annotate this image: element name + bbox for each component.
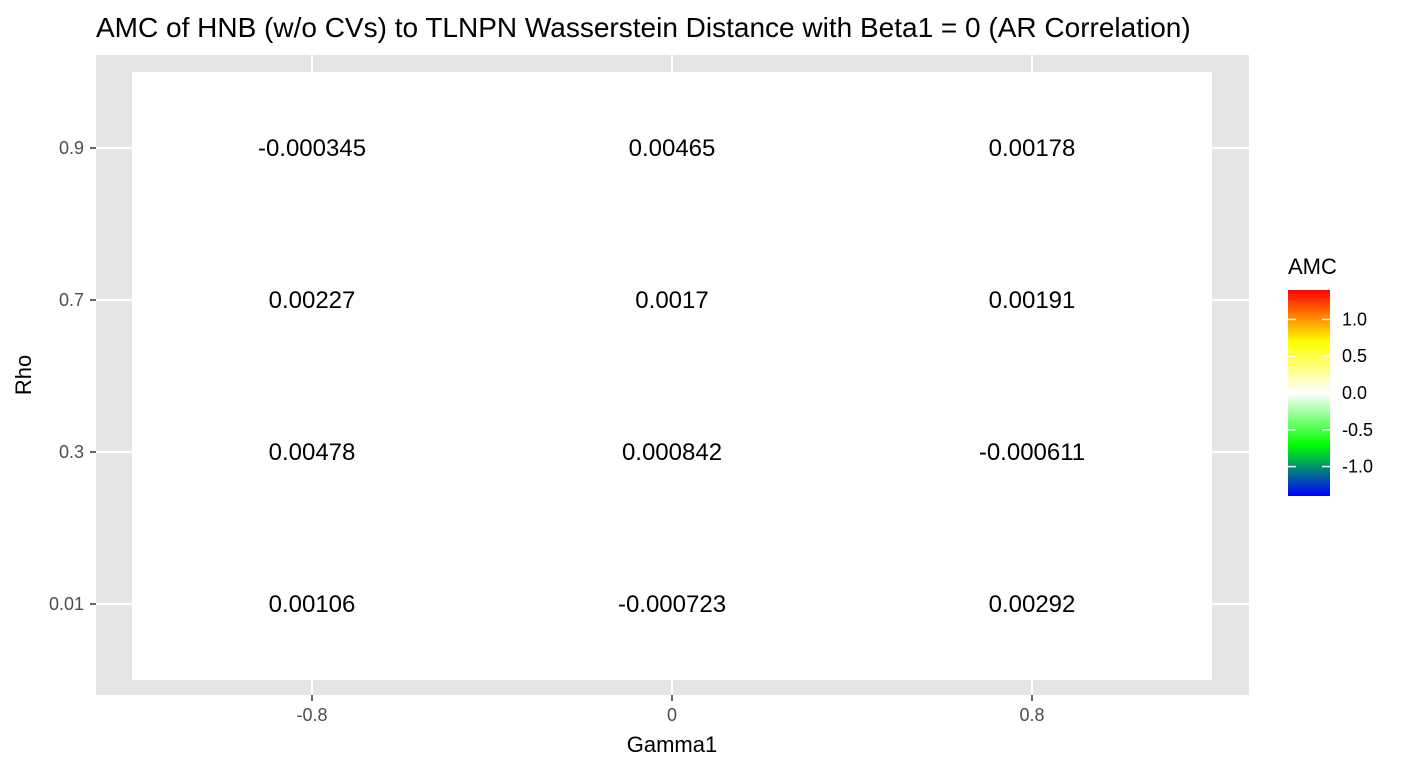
- heatmap-cell: [852, 528, 1212, 680]
- cell-value-label: 0.00465: [629, 135, 716, 162]
- heatmap-cell: [132, 528, 492, 680]
- y-tick-label: 0.3: [59, 442, 84, 462]
- legend-tick-label: 0.5: [1342, 346, 1367, 366]
- x-tick-label: 0: [667, 705, 677, 725]
- x-tick-label: 0.8: [1019, 705, 1044, 725]
- legend-tick-label: 0.0: [1342, 383, 1367, 403]
- legend-title: AMC: [1288, 254, 1337, 279]
- cell-value-label: 0.00178: [989, 135, 1076, 162]
- heatmap-cell: [852, 72, 1212, 224]
- color-legend: AMC 1.0 0.5 0.0 -0.5 -1.0: [1288, 254, 1373, 496]
- y-tick-label: 0.7: [59, 290, 84, 310]
- heatmap-cell: [132, 376, 492, 528]
- heatmap-cell: [852, 376, 1212, 528]
- cell-labels: -0.000345 0.00465 0.00178 0.00227 0.0017 0.00…: [258, 135, 1085, 618]
- heatmap-cell: [492, 72, 852, 224]
- heatmap-cells: [132, 72, 1212, 680]
- heatmap-cell: [492, 224, 852, 376]
- y-tick-label: 0.9: [59, 138, 84, 158]
- cell-value-label: -0.000345: [258, 135, 366, 162]
- heatmap-cell: [492, 376, 852, 528]
- heatmap-cell: [492, 528, 852, 680]
- y-axis-title: Rho: [11, 355, 36, 395]
- cell-value-label: -0.000611: [979, 439, 1085, 466]
- heatmap-cell: [132, 224, 492, 376]
- cell-value-label: -0.000723: [618, 591, 726, 618]
- chart-title: AMC of HNB (w/o CVs) to TLNPN Wasserstei…: [96, 12, 1191, 43]
- legend-tick-label: 1.0: [1342, 309, 1367, 329]
- cell-value-label: 0.00292: [989, 591, 1076, 618]
- cell-value-label: 0.0017: [635, 287, 708, 314]
- x-axis-title: Gamma1: [627, 732, 717, 757]
- x-axis: -0.8 0 0.8: [296, 695, 1045, 725]
- cell-value-label: 0.00478: [269, 439, 356, 466]
- y-tick-label: 0.01: [49, 594, 84, 614]
- cell-value-label: 0.00191: [989, 287, 1076, 314]
- legend-tick-label: -1.0: [1342, 457, 1373, 477]
- legend-ticks: 1.0 0.5 0.0 -0.5 -1.0: [1288, 309, 1373, 477]
- heatmap-cell: [852, 224, 1212, 376]
- cell-value-label: 0.000842: [622, 439, 722, 466]
- x-tick-label: -0.8: [296, 705, 327, 725]
- legend-tick-label: -0.5: [1342, 420, 1373, 440]
- cell-value-label: 0.00106: [269, 591, 356, 618]
- cell-value-label: 0.00227: [269, 287, 356, 314]
- y-axis: 0.01 0.3 0.7 0.9: [49, 138, 96, 614]
- heatmap-cell: [132, 72, 492, 224]
